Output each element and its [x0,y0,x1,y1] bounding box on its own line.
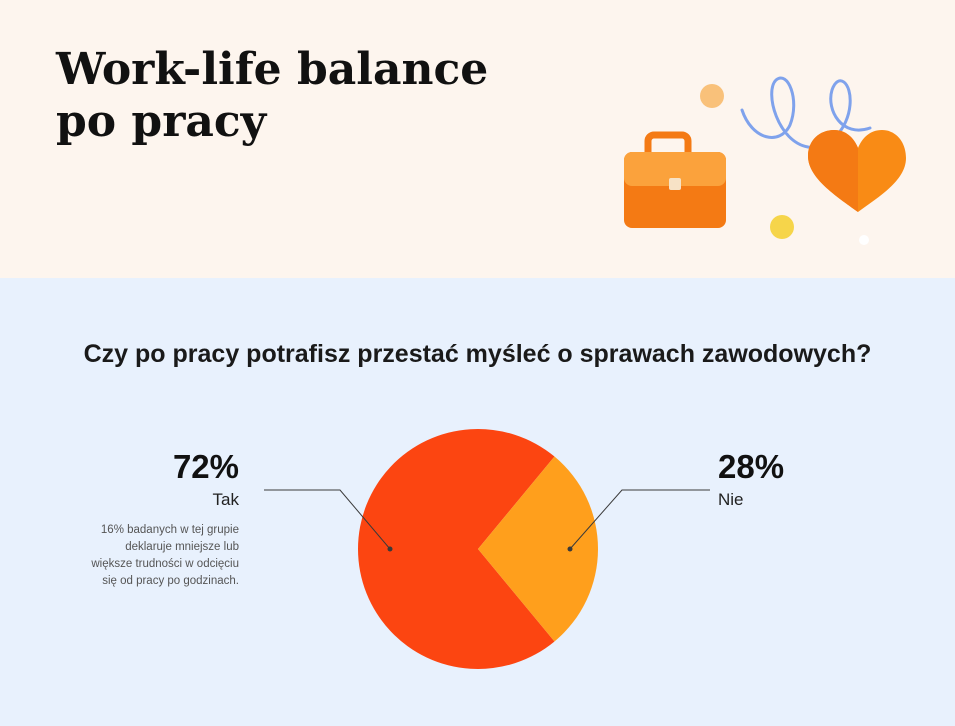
white-dot-icon [859,235,869,245]
leader-dot-tak [387,546,393,552]
heart-icon [808,130,906,212]
nie-percent-label: 28% [718,448,785,485]
pie-slice-tak [358,429,555,669]
page-title: Work-life balance po pracy [56,44,488,148]
pie-slice-nie [478,456,599,642]
title-line-1: Work-life balance [56,44,489,95]
annotation-line: się od pracy po godzinach. [102,575,239,587]
squiggle-icon [740,76,872,149]
briefcase-icon [624,131,726,228]
annotation-note: 16% badanych w tej grupie deklaruje mnie… [29,522,239,590]
tak-category-label: Tak [212,490,239,509]
header-illustration [624,76,906,245]
annotation-line: deklaruje mniejsze lub [125,541,239,553]
yellow-dot-icon [770,215,794,239]
annotation-line: większe trudności w odcięciu [91,558,239,570]
chart-title: Czy po pracy potrafisz przestać myśleć o… [83,340,872,368]
leader-line-nie [569,489,710,550]
nie-category-label: Nie [718,490,744,509]
title-line-2: po pracy [56,96,267,147]
header-band: Work-life balance po pracy [0,0,955,278]
leader-dot-nie [567,546,573,552]
tak-percent-label: 72% [172,448,239,485]
orange-dot-icon [700,84,724,108]
leader-line-tak [264,489,391,550]
annotation-line: 16% badanych w tej grupie [100,524,239,536]
